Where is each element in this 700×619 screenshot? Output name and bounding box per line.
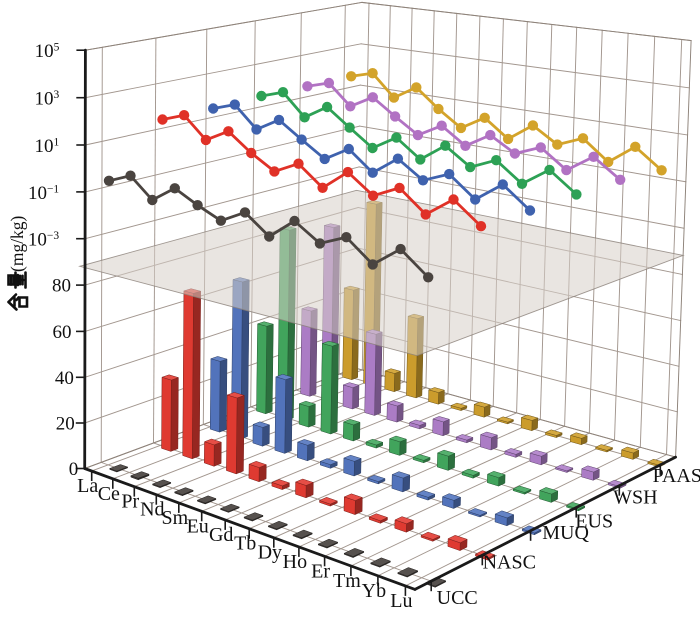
svg-text:105: 105 [35, 41, 60, 62]
svg-text:Eu: Eu [187, 515, 209, 537]
svg-text:NASC: NASC [483, 551, 536, 573]
svg-text:Ho: Ho [283, 551, 307, 573]
svg-text:Gd: Gd [209, 524, 233, 546]
svg-text:0: 0 [69, 459, 79, 480]
svg-text:PAAS: PAAS [653, 465, 700, 487]
svg-text:103: 103 [35, 89, 60, 110]
svg-text:Nd: Nd [140, 499, 164, 521]
svg-text:UCC: UCC [437, 587, 478, 609]
svg-text:(mg/kg): (mg/kg) [7, 215, 27, 272]
svg-text:Tm: Tm [333, 570, 361, 592]
svg-text:Tb: Tb [234, 533, 256, 555]
svg-text:MUQ: MUQ [542, 522, 589, 544]
svg-text:Dy: Dy [258, 542, 282, 564]
svg-text:Ce: Ce [98, 483, 120, 505]
svg-text:Yb: Yb [362, 580, 386, 602]
svg-text:La: La [77, 475, 98, 497]
svg-text:EUS: EUS [575, 511, 613, 533]
svg-text:40: 40 [55, 368, 74, 389]
svg-text:Sm: Sm [161, 507, 188, 529]
svg-text:101: 101 [35, 136, 60, 157]
svg-text:Lu: Lu [390, 590, 412, 612]
svg-text:WSH: WSH [613, 487, 657, 509]
svg-text:60: 60 [53, 322, 72, 343]
svg-text:20: 20 [56, 414, 75, 435]
svg-text:80: 80 [52, 276, 71, 297]
svg-text:Pr: Pr [121, 491, 139, 513]
svg-text:Er: Er [311, 560, 330, 582]
